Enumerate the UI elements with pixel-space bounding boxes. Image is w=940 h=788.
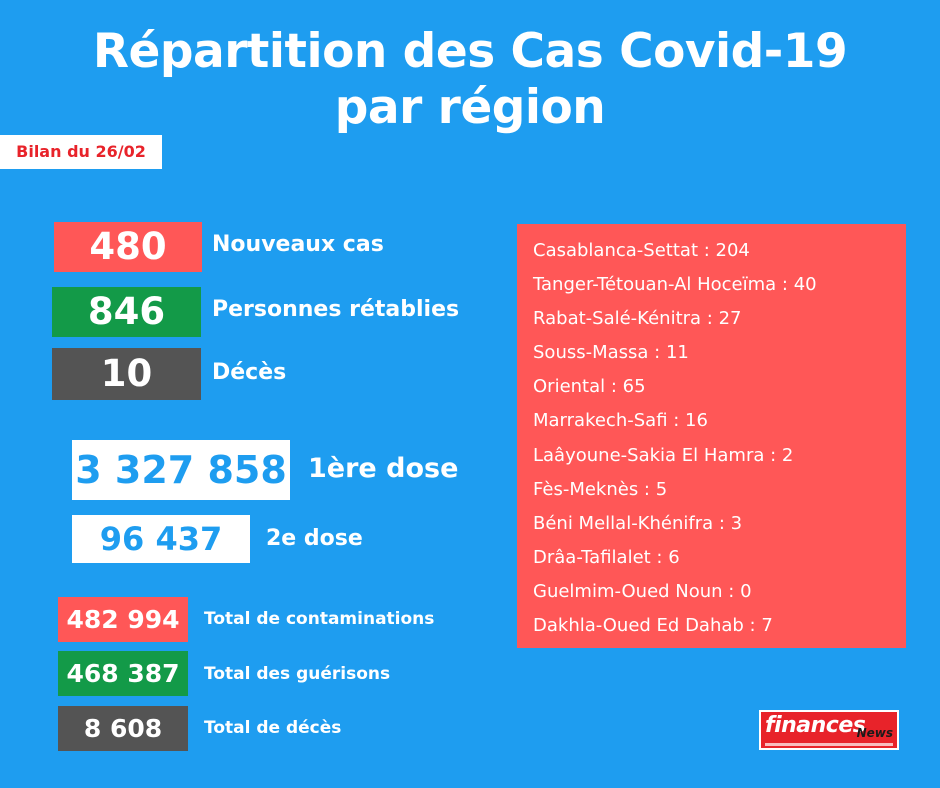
- region-item: Dakhla-Oued Ed Dahab : 7: [533, 615, 773, 637]
- total-deaths-label: Total de décès: [204, 718, 342, 738]
- new-cases-label: Nouveaux cas: [212, 232, 384, 257]
- region-item: Guelmim-Oued Noun : 0: [533, 580, 752, 602]
- regions-panel: Casablanca-Settat : 204 Tanger-Tétouan-A…: [517, 224, 906, 648]
- page-title: Répartition des Cas Covid-19 par région: [0, 24, 940, 136]
- region-item: Oriental : 65: [533, 376, 646, 398]
- deaths-label: Décès: [212, 360, 287, 385]
- finances-news-logo: finances News: [759, 710, 899, 750]
- region-item: Rabat-Salé-Kénitra : 27: [533, 308, 742, 330]
- total-recoveries-value: 468 387: [58, 651, 188, 696]
- logo-tagline-bar: [765, 743, 893, 746]
- deaths-value: 10: [52, 348, 201, 400]
- logo-main-text: finances: [765, 713, 866, 738]
- new-cases-value: 480: [54, 222, 202, 272]
- dose1-value: 3 327 858: [72, 440, 290, 500]
- dose2-value: 96 437: [72, 515, 250, 563]
- recovered-label: Personnes rétablies: [212, 297, 460, 322]
- region-item: Tanger-Tétouan-Al Hoceïma : 40: [533, 274, 817, 296]
- title-line-1: Répartition des Cas Covid-19: [92, 24, 848, 79]
- logo-news-text: News: [856, 726, 893, 740]
- region-item: Casablanca-Settat : 204: [533, 240, 750, 261]
- recovered-value: 846: [52, 287, 201, 337]
- total-contaminations-label: Total de contaminations: [204, 609, 435, 629]
- dose1-label: 1ère dose: [308, 453, 459, 484]
- total-recoveries-label: Total des guérisons: [204, 664, 391, 684]
- region-item: Drâa-Tafilalet : 6: [533, 546, 680, 568]
- region-item: Béni Mellal-Khénifra : 3: [533, 512, 743, 534]
- region-item: Fès-Meknès : 5: [533, 478, 668, 500]
- title-line-2: par région: [334, 80, 606, 135]
- region-item: Souss-Massa : 11: [533, 342, 689, 364]
- region-item: Laâyoune-Sakia El Hamra : 2: [533, 444, 794, 466]
- total-deaths-value: 8 608: [58, 706, 188, 751]
- bilan-date-badge: Bilan du 26/02: [0, 135, 162, 169]
- region-item: Marrakech-Safi : 16: [533, 410, 708, 432]
- dose2-label: 2e dose: [266, 526, 363, 551]
- total-contaminations-value: 482 994: [58, 597, 188, 642]
